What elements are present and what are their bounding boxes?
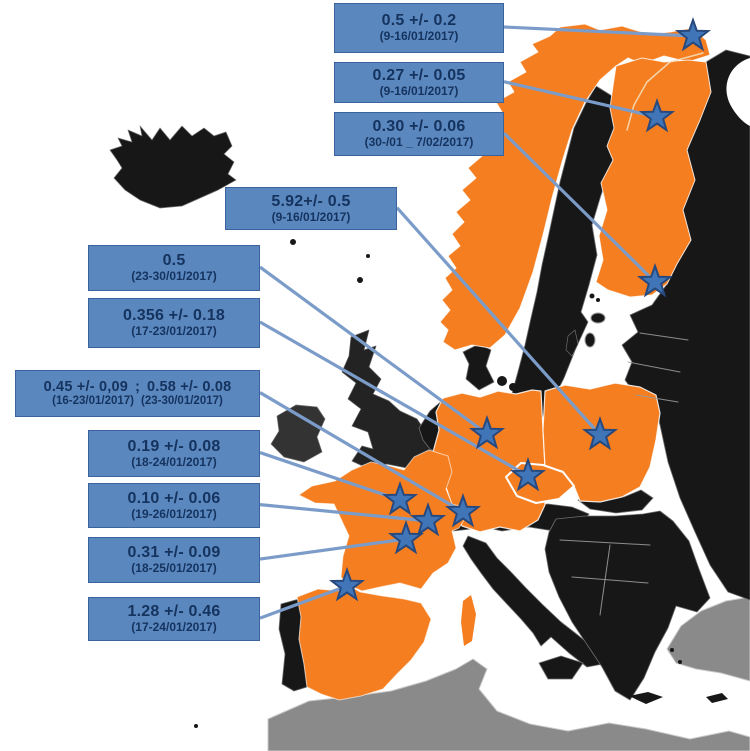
country-iceland — [109, 125, 237, 209]
island-aland — [596, 298, 600, 302]
island-shetland — [366, 254, 370, 258]
connector-line — [259, 503, 429, 523]
callout-date: (19-26/01/2017) — [131, 506, 217, 521]
callout-date: (23-30/01/2017) — [131, 269, 217, 284]
star-marker — [636, 263, 674, 298]
white-sea — [726, 58, 750, 126]
star-marker — [674, 17, 712, 52]
connector-line — [259, 451, 401, 502]
callout-separator: ; — [135, 377, 140, 395]
aegean-island — [678, 660, 682, 664]
country-ireland — [270, 404, 326, 463]
country-france — [298, 449, 467, 592]
connector-line — [259, 584, 348, 620]
callout-value: 1.28 +/- 0.46 — [127, 603, 221, 621]
measurement-callout: 0.30 +/- 0.06 (30-/01 _ 7/02/2017) — [334, 112, 504, 156]
connector-lines — [259, 25, 694, 620]
callout-date: (18-24/01/2017) — [131, 454, 217, 469]
measurement-callout: 0.31 +/- 0.09 (18-25/01/2017) — [88, 537, 260, 583]
connector-line — [259, 320, 529, 478]
callout-value: 0.5 +/- 0.2 — [381, 12, 457, 30]
callout-date: (17-24/01/2017) — [131, 620, 217, 635]
measurement-callout: 0.356 +/- 0.18 (17-23/01/2017) — [88, 298, 260, 348]
connector-line — [395, 206, 602, 437]
island-hiiumaa — [584, 332, 596, 348]
connector-line — [259, 391, 464, 514]
callout-date: (9-16/01/2017) — [271, 209, 351, 224]
star-marker — [328, 567, 366, 602]
island-aland — [589, 293, 595, 299]
border-norway-finland — [626, 52, 704, 131]
callout-value: 0.45 +/- 0,09 — [43, 378, 128, 395]
star-marker — [381, 481, 419, 516]
island-sicily — [538, 655, 584, 680]
callout-date: (23-30/01/2017) — [141, 395, 223, 408]
country-north-africa — [267, 658, 750, 751]
callout-date: (17-23/01/2017) — [131, 324, 217, 339]
connector-line — [502, 131, 657, 284]
star-marker — [468, 415, 506, 450]
star-marker — [444, 493, 482, 528]
internal-borders — [559, 332, 689, 616]
star-marker — [509, 457, 547, 492]
danish-island — [509, 383, 517, 391]
measurement-callout: 0.27 +/- 0.05 (9-16/01/2017) — [334, 62, 504, 103]
island-madeira — [194, 724, 198, 728]
island-corsica — [461, 595, 476, 646]
country-turkey — [666, 596, 750, 682]
country-italy — [462, 535, 604, 668]
star-marker — [387, 520, 425, 555]
callout-date: (30-/01 _ 7/02/2017) — [364, 135, 474, 150]
callout-value: 0.5 — [162, 252, 186, 270]
connector-line — [259, 537, 407, 561]
star-marker — [638, 98, 676, 133]
callout-value: 5.92+/- 0.5 — [271, 192, 351, 210]
connector-line — [503, 80, 658, 119]
island-faroe — [290, 239, 296, 245]
aegean-island — [670, 648, 674, 652]
callout-value: 0.30 +/- 0.06 — [372, 118, 466, 136]
star-marker — [581, 416, 619, 451]
danish-island — [497, 376, 507, 386]
connector-line — [259, 265, 488, 436]
connector-line — [503, 25, 694, 38]
callout-value: 0.19 +/- 0.08 — [127, 437, 221, 455]
callout-value: 0.31 +/- 0.09 — [127, 544, 221, 562]
measurement-callout: 0.5 (23-30/01/2017) — [88, 245, 260, 291]
measurement-callout: 0.45 +/- 0,09; 0.58 +/- 0.08 (16-23/01/201… — [15, 370, 260, 417]
star-markers — [328, 17, 712, 602]
island-saaremaa — [590, 312, 606, 324]
callout-date: (16-23/01/2017) — [52, 395, 134, 408]
callout-value: 0.58 +/- 0.08 — [147, 378, 232, 395]
measurement-callout: 0.5 +/- 0.2 (9-16/01/2017) — [334, 3, 504, 53]
country-finland — [595, 57, 712, 298]
star-marker — [409, 502, 447, 537]
island-crete — [629, 692, 663, 704]
island-cyprus — [706, 693, 728, 703]
callout-value: 0.27 +/- 0.05 — [372, 66, 466, 84]
measurement-callout: 0.19 +/- 0.08 (18-24/01/2017) — [88, 430, 260, 477]
callout-value: 0.356 +/- 0.18 — [123, 307, 225, 325]
callout-date: (9-16/01/2017) — [379, 29, 459, 44]
danish-island — [521, 379, 527, 385]
measurement-callout: 0.10 +/- 0.06 (19-26/01/2017) — [88, 483, 260, 528]
island-gotland — [565, 329, 579, 357]
region-balkans — [544, 510, 711, 701]
callout-date: (9-16/01/2017) — [379, 83, 459, 98]
callout-date: (18-25/01/2017) — [131, 561, 217, 576]
callout-value: 0.10 +/- 0.06 — [127, 489, 221, 507]
measurement-callout: 5.92+/- 0.5 (9-16/01/2017) — [225, 187, 397, 230]
measurement-callout: 1.28 +/- 0.46 (17-24/01/2017) — [88, 597, 260, 641]
island-shetland — [357, 277, 363, 283]
